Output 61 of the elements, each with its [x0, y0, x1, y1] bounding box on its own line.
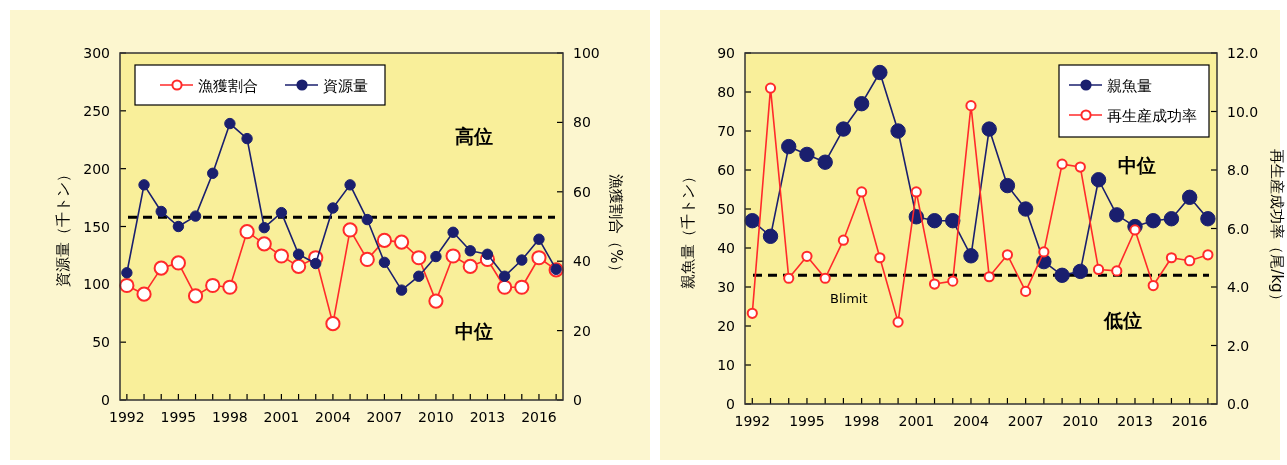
- x-tick-label: 2004: [315, 409, 351, 425]
- y2-tick-label: 0.0: [1227, 396, 1250, 412]
- y2-axis-title: 再生産成功率（尾/kg）: [1268, 149, 1286, 308]
- y-tick-label: 40: [717, 240, 735, 256]
- y2-tick-label: 80: [573, 114, 591, 131]
- y-tick-label: 150: [83, 218, 110, 235]
- y-tick-label: 100: [83, 276, 110, 293]
- x-tick-label: 2001: [898, 413, 935, 429]
- y-tick-label: 30: [717, 279, 735, 295]
- y2-tick-label: 6.0: [1227, 220, 1250, 237]
- y2-tick-label: 2.0: [1227, 337, 1250, 354]
- y-tick-label: 20: [717, 318, 735, 334]
- y-tick-label: 50: [717, 201, 735, 217]
- x-tick-label: 2007: [366, 409, 403, 425]
- y2-tick-label: 60: [573, 183, 591, 200]
- x-tick-label: 2004: [953, 413, 989, 429]
- y-axis-title: 親魚量（千トン）: [679, 168, 697, 289]
- annotation: 中位: [1117, 154, 1156, 177]
- y-tick-label: 200: [83, 160, 110, 177]
- legend-label: 資源量: [323, 77, 368, 95]
- y2-tick-label: 10.0: [1227, 103, 1259, 120]
- x-tick-label: 1992: [734, 413, 771, 429]
- annotation: 高位: [455, 125, 494, 148]
- y2-tick-label: 12.0: [1227, 45, 1259, 61]
- x-tick-label: 2010: [418, 409, 454, 425]
- y-tick-label: 80: [717, 84, 735, 100]
- annotation: 低位: [1102, 308, 1142, 331]
- y-tick-label: 250: [83, 102, 110, 119]
- y-tick-label: 0: [101, 392, 110, 408]
- x-tick-label: 1998: [212, 409, 248, 425]
- y2-tick-label: 0: [573, 392, 582, 408]
- ref-line-label: Blimit: [830, 291, 868, 307]
- legend-label: 親魚量: [1107, 77, 1152, 95]
- y-tick-label: 60: [717, 162, 735, 178]
- y-tick-label: 90: [717, 45, 735, 61]
- y2-tick-label: 8.0: [1227, 162, 1250, 178]
- x-tick-label: 2016: [521, 409, 557, 425]
- x-tick-label: 2001: [263, 409, 300, 425]
- x-tick-label: 1992: [109, 409, 145, 425]
- x-tick-label: 2010: [1062, 413, 1099, 429]
- y-tick-label: 70: [717, 123, 735, 139]
- legend-label: 漁獲割合: [198, 77, 258, 95]
- annotation: 中位: [455, 319, 494, 342]
- y-axis-title: 資源量（千トン）: [54, 166, 72, 287]
- x-tick-label: 2013: [469, 409, 506, 425]
- y2-axis-title: 漁獲割合（%）: [607, 174, 625, 279]
- y2-tick-label: 40: [573, 253, 591, 270]
- x-tick-label: 2013: [1117, 413, 1153, 429]
- y2-tick-label: 4.0: [1227, 279, 1250, 295]
- x-tick-label: 1995: [789, 413, 825, 429]
- y-tick-label: 300: [83, 45, 110, 61]
- y-tick-label: 10: [717, 357, 735, 373]
- x-tick-label: 2016: [1171, 413, 1208, 429]
- y-tick-label: 0: [726, 396, 735, 412]
- x-tick-label: 1995: [160, 409, 197, 425]
- y2-tick-label: 100: [573, 45, 600, 61]
- y-tick-label: 50: [92, 334, 110, 351]
- x-tick-label: 2007: [1007, 413, 1044, 429]
- x-tick-label: 1998: [843, 413, 880, 429]
- legend-label: 再生産成功率: [1107, 107, 1197, 125]
- y2-tick-label: 20: [573, 322, 591, 339]
